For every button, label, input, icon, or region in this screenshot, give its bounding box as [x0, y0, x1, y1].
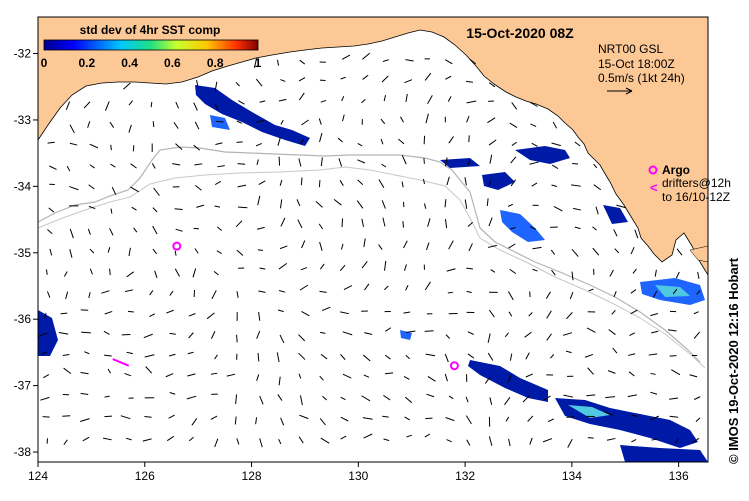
y-axis: -32 -33 -34 -35 -36 -37 -38 [14, 47, 38, 460]
y-tick-label: -38 [14, 445, 32, 459]
y-tick-label: -37 [14, 379, 32, 393]
legend-line2: 15-Oct 18:00Z [598, 57, 675, 71]
legend-line3: 0.5m/s (1kt 24h) [598, 71, 685, 85]
current-vector [403, 221, 404, 227]
current-vector [425, 331, 434, 332]
x-tick-label: 126 [135, 469, 155, 483]
current-vector [425, 418, 432, 419]
argo-legend-label: Argo [662, 163, 690, 177]
x-axis: 124 126 128 130 132 134 136 [28, 462, 689, 483]
credit-text: © IMOS 19-Oct-2020 12:16 Hobart [726, 257, 741, 464]
current-vector [133, 145, 134, 151]
x-tick-label: 134 [562, 469, 582, 483]
current-vector [670, 356, 677, 357]
map-title: 15-Oct-2020 08Z [466, 25, 574, 41]
colorbar-tick-label: 0.2 [78, 56, 95, 70]
current-vector [81, 332, 91, 333]
current-vector [237, 142, 243, 143]
y-tick-label: -32 [14, 47, 32, 61]
colorbar-tick-label: 0.6 [164, 56, 181, 70]
current-vector [216, 121, 223, 122]
current-vector [237, 335, 238, 343]
y-tick-label: -33 [14, 113, 32, 127]
current-vector [567, 417, 575, 418]
colorbar-gradient [44, 40, 258, 50]
current-vector [319, 180, 320, 187]
current-vector [448, 292, 453, 293]
legend-line1: NRT00 GSL [598, 42, 663, 56]
current-vector [301, 178, 302, 186]
drifter-legend-line2: to 16/10-12Z [662, 190, 730, 204]
drifter-legend-marker: < [650, 180, 658, 195]
current-vector [144, 417, 151, 418]
drifter-legend-line1: drifters@12h [662, 176, 731, 190]
y-tick-label: -34 [14, 179, 32, 193]
colorbar-tick-label: 0.8 [207, 56, 224, 70]
y-tick-label: -35 [14, 246, 32, 260]
current-vector [151, 102, 152, 107]
current-vector [111, 145, 112, 150]
current-vector [238, 164, 246, 165]
current-vector [110, 269, 111, 275]
current-vector [153, 121, 154, 127]
x-tick-label: 132 [455, 469, 475, 483]
x-tick-label: 128 [242, 469, 262, 483]
x-tick-label: 130 [348, 469, 368, 483]
y-tick-label: -36 [14, 312, 32, 326]
colorbar-tick-label: 1 [255, 56, 262, 70]
current-vector [128, 311, 134, 312]
x-tick-label: 136 [669, 469, 689, 483]
current-vector [61, 313, 68, 314]
colorbar-title: std dev of 4hr SST comp [80, 23, 221, 37]
current-vector [588, 438, 594, 439]
colorbar-tick-label: 0 [41, 56, 48, 70]
colorbar-tick-label: 0.4 [121, 56, 138, 70]
x-tick-label: 124 [28, 469, 48, 483]
